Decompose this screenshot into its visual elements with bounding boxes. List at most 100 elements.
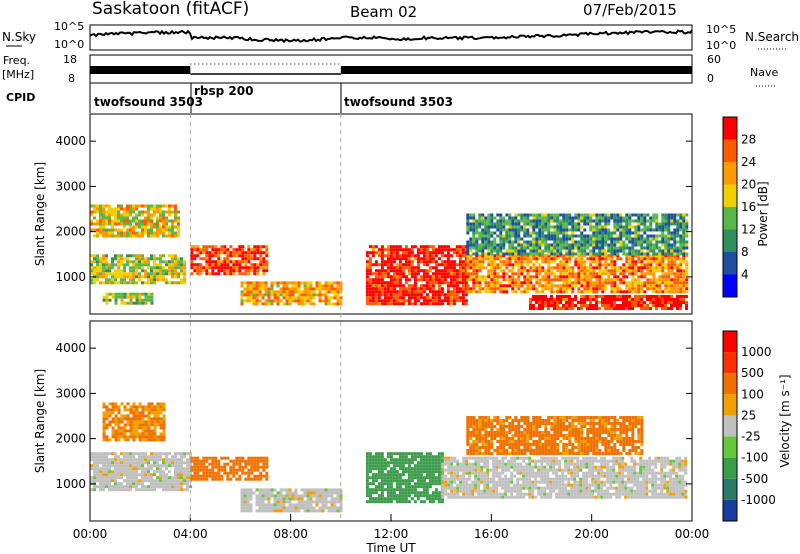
velocity-region-2	[102, 402, 166, 442]
freq-label: Freq.	[3, 54, 30, 67]
time-xlabel: Time UT	[365, 541, 416, 554]
velocity-colorbar-swatch-1	[723, 331, 737, 353]
x-tick-label-6: 20:00	[574, 527, 609, 541]
x-tick-label-2: 04:00	[173, 527, 208, 541]
velocity-colorbar-tick-5: -25	[741, 430, 761, 444]
velocity-colorbar-tick-7: -500	[741, 472, 768, 486]
noise-left-tick-top: 10^5	[54, 20, 84, 33]
power-colorbar-swatch-3	[723, 162, 737, 185]
power-colorbar-swatch-8	[723, 274, 737, 297]
nave-label: Nave	[750, 66, 778, 79]
velocity-colorbar-frame	[722, 330, 738, 522]
power-colorbar-tick-6: 8	[741, 245, 749, 259]
power-colorbar-tick-1: 28	[741, 133, 756, 147]
noise-sky-line	[89, 29, 693, 44]
x-tick-label-7: 00:00	[675, 527, 710, 541]
velocity-region-3	[190, 456, 269, 481]
power-region-1	[90, 254, 186, 285]
velocity-colorbar-label: Velocity [m s⁻¹]	[778, 374, 792, 467]
velocity-region-6	[441, 456, 688, 499]
velocity-colorbar-tick-2: 500	[741, 366, 764, 380]
noise-panel-frame	[89, 24, 693, 51]
power-ytick-label-4: 4000	[55, 134, 86, 148]
power-colorbar-swatch-1	[723, 117, 737, 140]
nsky-label: N.Sky	[2, 30, 36, 44]
velocity-region-5	[365, 452, 444, 504]
velocity-colorbar-swatch-4	[723, 394, 737, 416]
cpid-label: CPID	[6, 91, 35, 104]
velocity-colorbar-tick-4: 25	[741, 408, 756, 422]
station-title: Saskatoon (fitACF)	[92, 0, 249, 19]
freq-right-tick-bottom: 0	[707, 72, 714, 85]
power-region-7	[466, 254, 689, 294]
velocity-colorbar-tick-1: 1000	[741, 345, 772, 359]
power-colorbar-swatch-5	[723, 207, 737, 230]
velocity-colorbar-swatch-6	[723, 436, 737, 458]
velocity-colorbar-tick-3: 100	[741, 387, 764, 401]
freq-band-1	[90, 66, 191, 74]
beam-title: Beam 02	[350, 3, 417, 21]
power-heatmap	[90, 204, 689, 310]
power-ylabel: Slant Range [km]	[33, 162, 47, 266]
noise-left-tick-bottom: 10^0	[54, 38, 84, 51]
velocity-colorbar-swatch-2	[723, 352, 737, 374]
power-panel-frame	[89, 113, 693, 315]
time-x-ticks: 00:00 04:00 08:00 12:00 16:00 20:00 00:00	[73, 514, 710, 541]
x-tick-label-3: 08:00	[273, 527, 308, 541]
power-ytick-label-2: 2000	[55, 225, 86, 239]
cpid-segment-2: rbsp 200	[194, 84, 253, 98]
power-colorbar-tick-7: 4	[741, 268, 749, 282]
velocity-colorbar-swatch-9	[723, 499, 737, 521]
cpid-segment-1: twofsound 3503	[94, 95, 203, 109]
velocity-region-4	[240, 488, 343, 513]
x-tick-label-4: 12:00	[374, 527, 409, 541]
x-tick-label-1: 00:00	[73, 527, 108, 541]
cpid-segment-3: twofsound 3503	[344, 95, 453, 109]
power-ytick-label-1: 1000	[55, 270, 86, 284]
power-region-3	[102, 292, 154, 305]
power-colorbar-tick-2: 24	[741, 155, 756, 169]
power-colorbar-label: Power [dB]	[756, 181, 770, 246]
power-region-2	[90, 204, 180, 238]
noise-right-tick-top: 10^5	[706, 23, 736, 36]
velocity-colorbar-swatch-5	[723, 415, 737, 437]
velocity-panel: 1000 2000 3000 4000 Slant Range [km]	[33, 320, 693, 522]
power-colorbar: 28 24 20 16 12 8 4	[722, 116, 756, 298]
velocity-region-1	[90, 452, 192, 492]
velocity-ylabel: Slant Range [km]	[33, 369, 47, 473]
power-colorbar-swatch-4	[723, 184, 737, 207]
velocity-heatmap	[90, 402, 688, 513]
velocity-region-7	[466, 416, 644, 455]
velocity-ytick-label-1: 1000	[55, 477, 86, 491]
velocity-y-ticks: 1000 2000 3000 4000	[55, 341, 692, 491]
cpid-row: twofsound 3503 rbsp 200 twofsound 3503	[89, 83, 453, 113]
freq-left-tick-top: 18	[63, 53, 77, 66]
freq-left-tick-bottom: 8	[68, 72, 75, 85]
power-ytick-label-3: 3000	[55, 179, 86, 193]
velocity-ytick-label-4: 4000	[55, 341, 86, 355]
velocity-ytick-label-3: 3000	[55, 386, 86, 400]
velocity-colorbar-swatch-3	[723, 373, 737, 395]
freq-right-tick-top: 60	[707, 53, 721, 66]
power-region-6	[365, 245, 468, 306]
velocity-colorbar-tick-8: -1000	[741, 493, 776, 507]
power-region-8	[529, 295, 688, 310]
power-colorbar-swatch-2	[723, 139, 737, 162]
nsearch-label: N.Search	[745, 30, 799, 44]
noise-right-tick-bottom: 10^0	[706, 39, 736, 52]
power-colorbar-tick-5: 12	[741, 223, 756, 237]
freq-band-3	[340, 66, 692, 74]
power-region-4	[190, 245, 269, 276]
power-region-5	[240, 281, 343, 306]
power-colorbar-swatch-7	[723, 252, 737, 275]
power-panel: 1000 2000 3000 4000 Slant Range [km]	[33, 113, 693, 315]
velocity-colorbar-swatch-7	[723, 457, 737, 479]
power-colorbar-tick-3: 20	[741, 178, 756, 192]
noise-trace	[89, 29, 693, 44]
power-colorbar-swatch-6	[723, 229, 737, 252]
x-tick-label-5: 16:00	[474, 527, 509, 541]
power-y-ticks: 1000 2000 3000 4000	[55, 134, 692, 284]
power-colorbar-frame	[722, 116, 738, 298]
freq-unit-label: [MHz]	[2, 68, 34, 81]
